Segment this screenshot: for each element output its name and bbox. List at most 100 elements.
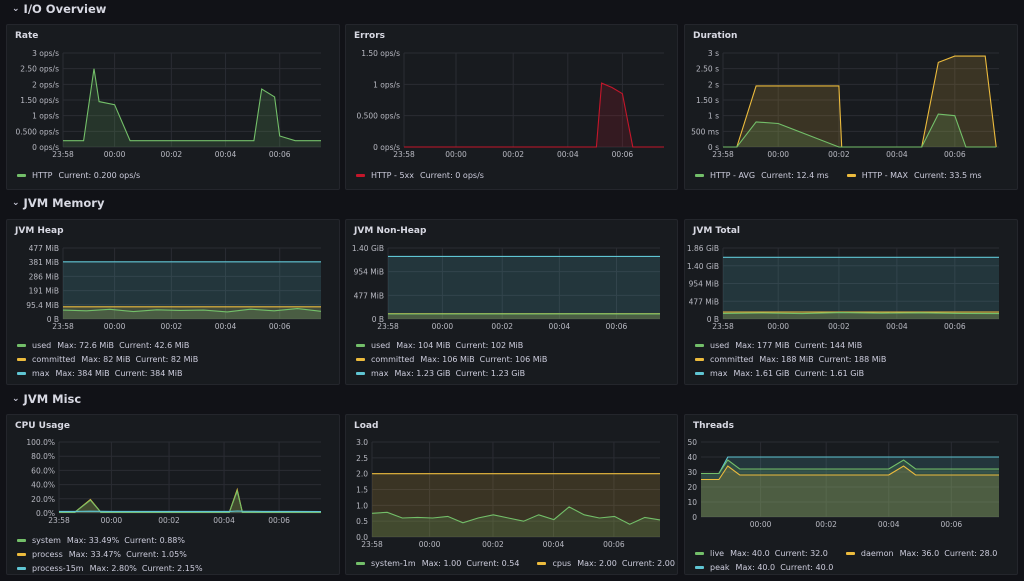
legend-swatch bbox=[356, 357, 365, 361]
legend-item-max[interactable]: max Max: 1.23 GiB Current: 1.23 GiB bbox=[356, 369, 525, 378]
series-area-peak bbox=[701, 457, 999, 517]
x-tick-label: 00:02 bbox=[158, 516, 180, 525]
panel-duration[interactable]: Duration 3 s 2.50 s 2 s 1.50 s 1 s 500 ms 0 s 23… bbox=[684, 24, 1018, 190]
y-tick-label: 2.5 bbox=[356, 454, 368, 463]
y-tick-label: 954 MiB bbox=[354, 268, 384, 277]
legend-series-stats: Max: 33.49% Current: 0.88% bbox=[66, 535, 185, 545]
legend-item-system[interactable]: system Max: 33.49% Current: 0.88% bbox=[17, 536, 185, 545]
legend-series-stats: Max: 188 MiB Current: 188 MiB bbox=[759, 354, 887, 364]
x-tick-label: 23:58 bbox=[712, 322, 734, 331]
x-tick-label: 00:06 bbox=[612, 150, 634, 159]
legend-series-name: HTTP bbox=[32, 170, 53, 180]
legend-swatch bbox=[356, 561, 365, 565]
y-tick-label: 1 s bbox=[708, 112, 719, 121]
legend-item-committed[interactable]: committed Max: 188 MiB Current: 188 MiB bbox=[695, 355, 886, 364]
legend-item-live[interactable]: live Max: 40.0 Current: 32.0 bbox=[695, 549, 828, 558]
x-tick-label: 23:58 bbox=[377, 322, 399, 331]
legend-row: used Max: 177 MiB Current: 144 MiB bbox=[695, 338, 886, 352]
x-tick-label: 00:06 bbox=[944, 150, 966, 159]
y-tick-label: 0.5 bbox=[356, 517, 368, 526]
legend-swatch bbox=[17, 357, 26, 361]
panel-rate[interactable]: Rate 3 ops/s 2.50 ops/s 2 ops/s 1.50 ops/s 1 … bbox=[6, 24, 340, 190]
legend-series-stats: Max: 2.80% Current: 2.15% bbox=[89, 563, 203, 573]
legend-series-name: daemon bbox=[860, 548, 894, 558]
legend-item-process-15m[interactable]: process-15m Max: 2.80% Current: 2.15% bbox=[17, 564, 203, 573]
chart-legend: HTTP - 5xx Current: 0 ops/s bbox=[356, 168, 484, 182]
y-tick-label: 1 ops/s bbox=[373, 80, 400, 89]
series-area-used bbox=[388, 313, 660, 319]
panel-title: Load bbox=[354, 421, 379, 431]
x-tick-label: 00:02 bbox=[491, 322, 513, 331]
row-jvm-misc[interactable]: ⌄ JVM Misc bbox=[12, 392, 81, 406]
legend-row: committed Max: 106 MiB Current: 106 MiB bbox=[356, 352, 547, 366]
legend-row: system-1m Max: 1.00 Current: 0.54 cpus Max:… bbox=[356, 556, 675, 570]
legend-row: peak Max: 40.0 Current: 40.0 bbox=[695, 560, 997, 574]
x-tick-label: 00:00 bbox=[101, 516, 123, 525]
legend-swatch bbox=[17, 538, 26, 542]
legend-item-http-max[interactable]: HTTP - MAX Current: 33.5 ms bbox=[846, 170, 982, 180]
panel-errors[interactable]: Errors 1.50 ops/s 1 ops/s 0.500 ops/s 0 ops/… bbox=[345, 24, 678, 190]
legend-series-name: process bbox=[32, 549, 63, 559]
panel-threads[interactable]: Threads 50 40 30 20 10 0 00:00 00:02 00:04 00:06 li… bbox=[684, 414, 1018, 575]
x-tick-label: 23:58 bbox=[393, 150, 415, 159]
legend-series-stats: Current: 33.5 ms bbox=[914, 170, 982, 180]
panel-jvm-heap[interactable]: JVM Heap 477 MiB 381 MiB 286 MiB 191 MiB 95.4… bbox=[6, 219, 340, 385]
legend-item-cpus[interactable]: cpus Max: 2.00 Current: 2.00 bbox=[537, 559, 675, 568]
legend-item-process[interactable]: process Max: 33.47% Current: 1.05% bbox=[17, 550, 187, 559]
series-line-live bbox=[701, 459, 999, 475]
legend-swatch bbox=[695, 357, 704, 361]
legend-series-stats: Max: 2.00 Current: 2.00 bbox=[577, 558, 675, 568]
panel-jvm-total[interactable]: JVM Total 1.86 GiB 1.40 GiB 954 MiB 477 MiB 0… bbox=[684, 219, 1018, 385]
legend-item-daemon[interactable]: daemon Max: 36.0 Current: 28.0 bbox=[845, 548, 997, 558]
legend-item-http[interactable]: HTTP Current: 0.200 ops/s bbox=[17, 171, 140, 180]
legend-swatch bbox=[356, 343, 365, 347]
legend-item-max[interactable]: max Max: 384 MiB Current: 384 MiB bbox=[17, 369, 182, 378]
legend-series-name: max bbox=[710, 368, 728, 378]
panel-title: JVM Non-Heap bbox=[354, 226, 427, 236]
legend-item-max[interactable]: max Max: 1.61 GiB Current: 1.61 GiB bbox=[695, 369, 864, 378]
y-tick-label: 381 MiB bbox=[29, 258, 59, 267]
panel-load[interactable]: Load 3.0 2.5 2.0 1.5 1.0 0.5 0.0 23:58 00:00 00:02… bbox=[345, 414, 678, 575]
legend-series-name: committed bbox=[32, 354, 76, 364]
legend-item-http-5xx[interactable]: HTTP - 5xx Current: 0 ops/s bbox=[356, 171, 484, 180]
legend-series-stats: Max: 40.0 Current: 40.0 bbox=[735, 562, 834, 572]
y-tick-label: 1.40 GiB bbox=[687, 262, 719, 271]
row-io-overview[interactable]: ⌄ I/O Overview bbox=[12, 2, 106, 16]
y-tick-label: 1.50 ops/s bbox=[20, 96, 59, 105]
series-area-http bbox=[63, 68, 321, 147]
row-title-label: JVM Memory bbox=[23, 196, 105, 210]
legend-item-committed[interactable]: committed Max: 106 MiB Current: 106 MiB bbox=[356, 355, 547, 364]
y-tick-label: 0 bbox=[692, 513, 697, 522]
legend-item-http-avg[interactable]: HTTP - AVG Current: 12.4 ms bbox=[695, 171, 829, 180]
y-tick-label: 3 ops/s bbox=[32, 49, 59, 58]
y-tick-label: 40.0% bbox=[31, 481, 55, 490]
legend-item-peak[interactable]: peak Max: 40.0 Current: 40.0 bbox=[695, 563, 833, 572]
x-tick-label: 23:58 bbox=[48, 516, 70, 525]
x-tick-label: 00:04 bbox=[878, 520, 900, 529]
legend-swatch bbox=[695, 343, 704, 347]
legend-row: max Max: 384 MiB Current: 384 MiB bbox=[17, 366, 198, 380]
x-tick-label: 23:58 bbox=[52, 150, 74, 159]
row-jvm-memory[interactable]: ⌄ JVM Memory bbox=[12, 196, 104, 210]
chart-svg: 3 ops/s 2.50 ops/s 2 ops/s 1.50 ops/s 1 ops/… bbox=[15, 49, 321, 159]
x-tick-label: 00:02 bbox=[482, 540, 504, 549]
panel-cpu-usage[interactable]: CPU Usage 100.0% 80.0% 60.0% 40.0% 20.0% 0.0% 2… bbox=[6, 414, 340, 575]
legend-item-used[interactable]: used Max: 104 MiB Current: 102 MiB bbox=[356, 341, 523, 350]
legend-item-system-1m[interactable]: system-1m Max: 1.00 Current: 0.54 bbox=[356, 559, 519, 568]
legend-series-stats: Max: 40.0 Current: 32.0 bbox=[730, 548, 828, 558]
panel-jvm-non-heap[interactable]: JVM Non-Heap 1.40 GiB 954 MiB 477 MiB 0 B 23:… bbox=[345, 219, 678, 385]
y-tick-label: 286 MiB bbox=[29, 272, 59, 281]
y-tick-label: 50 bbox=[687, 438, 697, 447]
x-tick-label: 00:06 bbox=[606, 322, 628, 331]
legend-item-used[interactable]: used Max: 177 MiB Current: 144 MiB bbox=[695, 341, 862, 350]
legend-row: committed Max: 82 MiB Current: 82 MiB bbox=[17, 352, 198, 366]
legend-series-stats: Max: 1.23 GiB Current: 1.23 GiB bbox=[394, 368, 526, 378]
y-tick-label: 10 bbox=[687, 498, 697, 507]
chevron-down-icon: ⌄ bbox=[12, 198, 20, 208]
legend-item-committed[interactable]: committed Max: 82 MiB Current: 82 MiB bbox=[17, 355, 198, 364]
legend-item-used[interactable]: used Max: 72.6 MiB Current: 42.6 MiB bbox=[17, 341, 189, 350]
y-tick-label: 0 ops/s bbox=[373, 143, 400, 152]
y-tick-label: 0 s bbox=[708, 143, 719, 152]
legend-series-name: max bbox=[371, 368, 389, 378]
chart-svg: 1.86 GiB 1.40 GiB 954 MiB 477 MiB 0 B23:58 00… bbox=[687, 244, 1000, 331]
